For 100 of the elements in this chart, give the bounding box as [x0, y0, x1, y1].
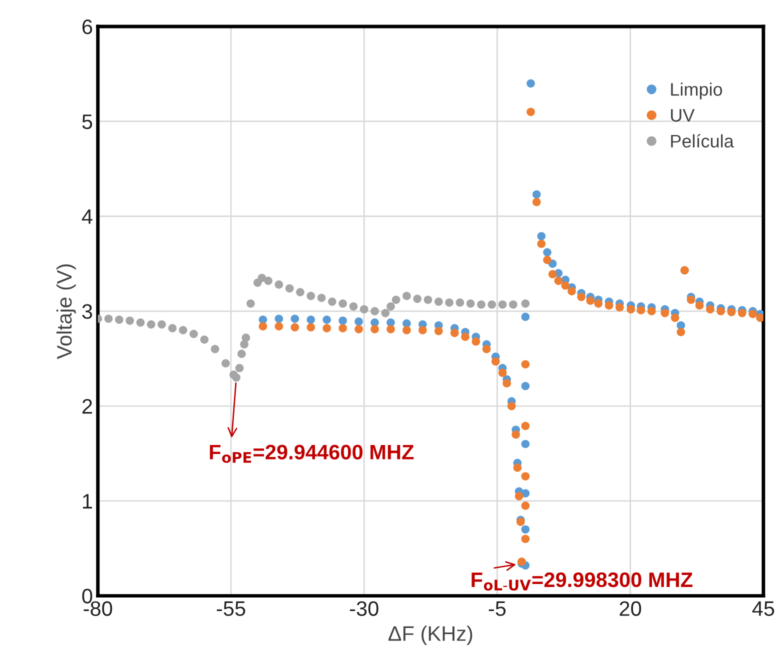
- point: [738, 308, 746, 318]
- y-tick-label: 0: [82, 588, 92, 604]
- legend-label: Limpio: [671, 82, 722, 100]
- point: [532, 198, 541, 206]
- point: [521, 489, 530, 498]
- point: [232, 373, 240, 382]
- annotation: F$_{oL-UV}$=29.998300 MHZ: [472, 572, 692, 591]
- point: [472, 337, 480, 346]
- point: [200, 335, 209, 344]
- point: [660, 308, 670, 318]
- point: [521, 501, 530, 510]
- point: [616, 303, 624, 312]
- point: [178, 326, 188, 334]
- point: [568, 287, 576, 296]
- point: [392, 296, 400, 304]
- y-tick-label: 3: [82, 304, 92, 319]
- point: [526, 108, 535, 116]
- point: [537, 232, 546, 240]
- point: [521, 472, 530, 480]
- point: [322, 324, 331, 332]
- point: [306, 323, 316, 332]
- point: [274, 314, 284, 323]
- point: [498, 300, 507, 309]
- point: [548, 270, 557, 278]
- point: [604, 301, 614, 310]
- point: [168, 324, 177, 332]
- point: [586, 296, 595, 305]
- point: [543, 248, 552, 256]
- point: [258, 322, 268, 330]
- point: [290, 323, 300, 332]
- point: [402, 292, 411, 300]
- x-axis-title: ΔF (KHz): [388, 626, 472, 646]
- point: [240, 340, 248, 349]
- point: [370, 306, 379, 316]
- point: [670, 314, 680, 322]
- point: [274, 280, 284, 289]
- point: [509, 300, 518, 309]
- point: [221, 359, 230, 368]
- point: [543, 256, 552, 264]
- x-tick-label: 20: [620, 601, 642, 616]
- point: [756, 314, 764, 322]
- y-tick-label: 4: [82, 209, 92, 224]
- point: [322, 316, 331, 324]
- y-tick-label: 2: [82, 399, 92, 414]
- point: [317, 294, 326, 302]
- point: [482, 344, 491, 354]
- point: [146, 320, 156, 329]
- point: [246, 299, 255, 308]
- point: [306, 292, 316, 300]
- point: [296, 288, 304, 296]
- y-tick-label: 5: [82, 114, 92, 130]
- point: [104, 314, 113, 323]
- point: [338, 299, 347, 308]
- point: [521, 299, 530, 308]
- point: [554, 276, 563, 285]
- point: [136, 318, 145, 327]
- point: [190, 330, 198, 338]
- point: [626, 305, 636, 314]
- point: [521, 382, 530, 390]
- point: [676, 328, 686, 336]
- point: [748, 310, 757, 318]
- point: [512, 430, 520, 439]
- point: [338, 324, 347, 332]
- point: [450, 328, 459, 338]
- point: [577, 292, 586, 302]
- point: [488, 300, 496, 309]
- point: [498, 368, 507, 377]
- point: [513, 464, 522, 472]
- x-tick-label: 45: [752, 601, 774, 616]
- point: [521, 422, 530, 430]
- x-tick-label: -80: [84, 601, 112, 616]
- point: [491, 357, 500, 366]
- point: [381, 308, 390, 318]
- point: [328, 297, 336, 306]
- legend-label: UV: [671, 109, 695, 122]
- x-tick-label: -5: [488, 601, 506, 616]
- point: [434, 297, 443, 306]
- point: [115, 316, 124, 324]
- point: [338, 316, 347, 325]
- point: [434, 326, 443, 336]
- point: [354, 325, 363, 334]
- point: [594, 299, 603, 308]
- point: [521, 440, 530, 448]
- point: [237, 350, 246, 358]
- point: [521, 534, 530, 544]
- point: [258, 274, 266, 282]
- point: [514, 492, 524, 500]
- point: [126, 316, 134, 325]
- point: [354, 317, 363, 326]
- point: [461, 332, 470, 341]
- y-tick-label: 1: [83, 494, 92, 508]
- point: [290, 314, 300, 323]
- point: [386, 302, 395, 311]
- point: [477, 300, 486, 309]
- point: [158, 320, 166, 329]
- point: [532, 190, 541, 199]
- point: [210, 344, 220, 354]
- point: [456, 298, 464, 307]
- y-axis-title: Voltaje (V): [56, 264, 76, 360]
- point: [386, 325, 395, 334]
